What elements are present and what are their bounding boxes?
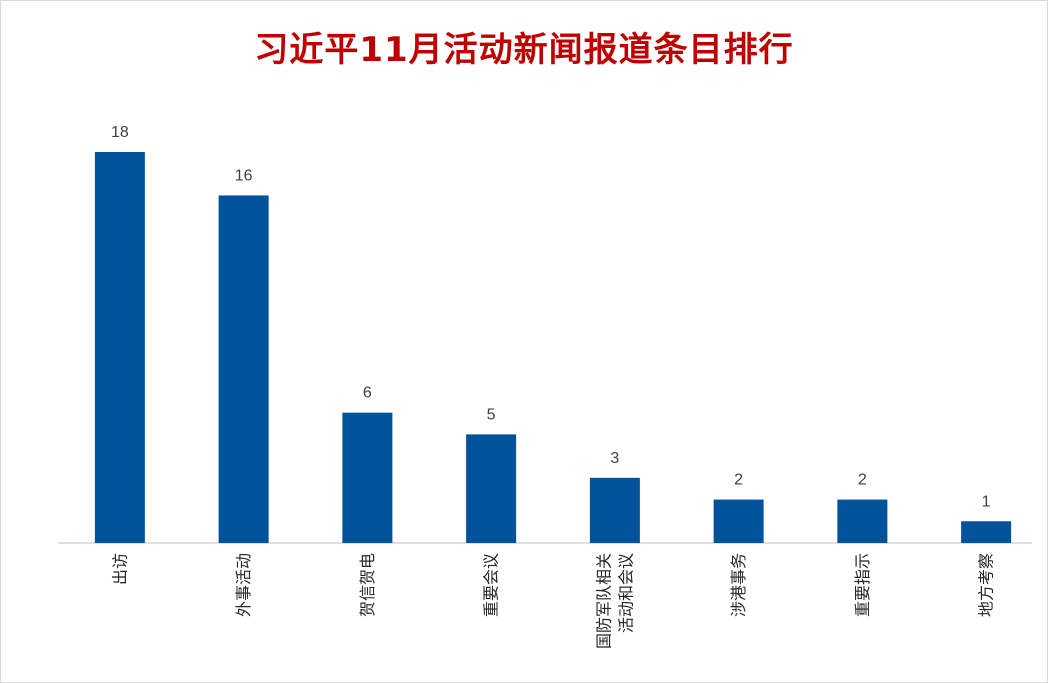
category-label-1: 出访 (110, 553, 129, 585)
bar-5 (589, 477, 640, 543)
category-label-8: 地方考察 (977, 553, 996, 617)
data-label-6: 2 (734, 472, 743, 489)
category-label-7: 重要指示 (853, 553, 872, 617)
bar-1 (94, 152, 145, 543)
data-label-1: 18 (111, 124, 129, 141)
data-label-5: 3 (610, 450, 619, 467)
bar-6 (713, 499, 764, 543)
bar-4 (466, 434, 517, 543)
data-label-8: 1 (982, 493, 991, 510)
bar-3 (342, 412, 393, 543)
category-label-3: 贺信贺电 (358, 553, 377, 617)
category-label-5-line-1: 国防军队相关 (594, 553, 613, 649)
bar-8 (961, 521, 1012, 543)
category-label-5-line-2: 活动和会议 (616, 553, 635, 633)
data-label-7: 2 (858, 472, 867, 489)
bar-7 (837, 499, 888, 543)
data-label-4: 5 (487, 406, 496, 423)
category-label-4: 重要会议 (482, 553, 501, 617)
data-label-3: 6 (363, 385, 372, 402)
category-label-2: 外事活动 (234, 553, 253, 617)
bar-2 (218, 195, 269, 543)
category-label-6: 涉港事务 (729, 553, 748, 617)
chart-title: 习近平11月活动新闻报道条目排行 (254, 30, 794, 70)
data-label-2: 16 (235, 167, 253, 184)
